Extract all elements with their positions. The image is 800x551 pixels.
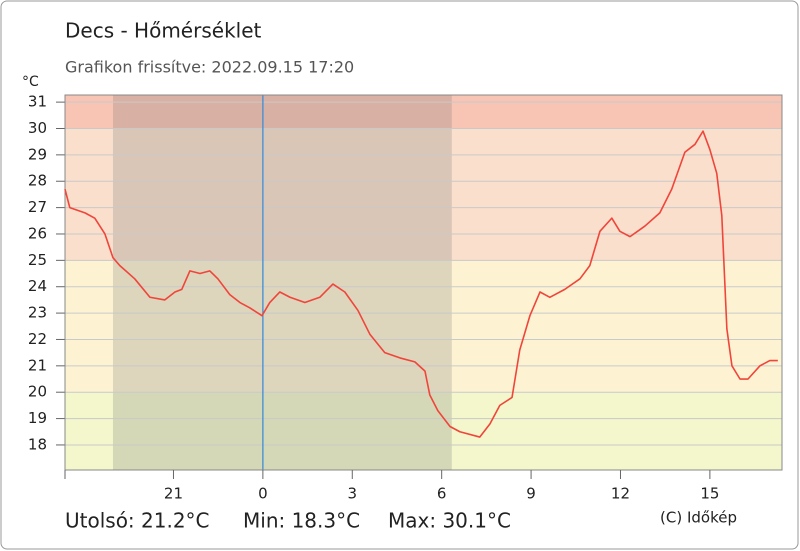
credit: (C) Időkép [660, 509, 737, 527]
y-tick-label: 29 [28, 145, 47, 163]
night-shade [112, 95, 452, 470]
band [65, 392, 782, 470]
x-tick-label: 12 [611, 485, 630, 503]
x-tick-label: 21 [164, 485, 183, 503]
footer-max: Max: 30.1°C [388, 509, 511, 533]
footer-last: Utolsó: 21.2°C [65, 509, 210, 533]
y-tick-label: 27 [28, 198, 47, 216]
x-tick-label: 3 [348, 485, 358, 503]
y-tick-label: 31 [28, 93, 47, 111]
y-tick-label: 28 [28, 172, 47, 190]
plot-border [64, 94, 783, 471]
y-tick-label: 25 [28, 251, 47, 269]
band [65, 95, 782, 129]
temperature-line [64, 130, 778, 438]
subtitle: Grafikon frissítve: 2022.09.15 17:20 [65, 58, 354, 77]
y-tick-label: 22 [28, 330, 47, 348]
y-tick-label: 30 [28, 119, 47, 137]
x-tick-label: 6 [437, 485, 447, 503]
x-tick-label: 15 [700, 485, 719, 503]
y-tick-label: 24 [28, 277, 47, 295]
footer-min: Min: 18.3°C [243, 509, 360, 533]
y-unit: °C [22, 74, 39, 90]
chart-title: Decs - Hőmérséklet [65, 19, 262, 43]
y-tick-label: 20 [28, 383, 47, 401]
y-tick-label: 19 [28, 409, 47, 427]
band [65, 128, 782, 261]
y-tick-label: 26 [28, 224, 47, 242]
y-tick-label: 21 [28, 356, 47, 374]
x-tick-label: 0 [258, 485, 268, 503]
x-tick-label: 9 [526, 485, 536, 503]
y-tick-label: 23 [28, 304, 47, 322]
y-tick-label: 18 [28, 435, 47, 453]
